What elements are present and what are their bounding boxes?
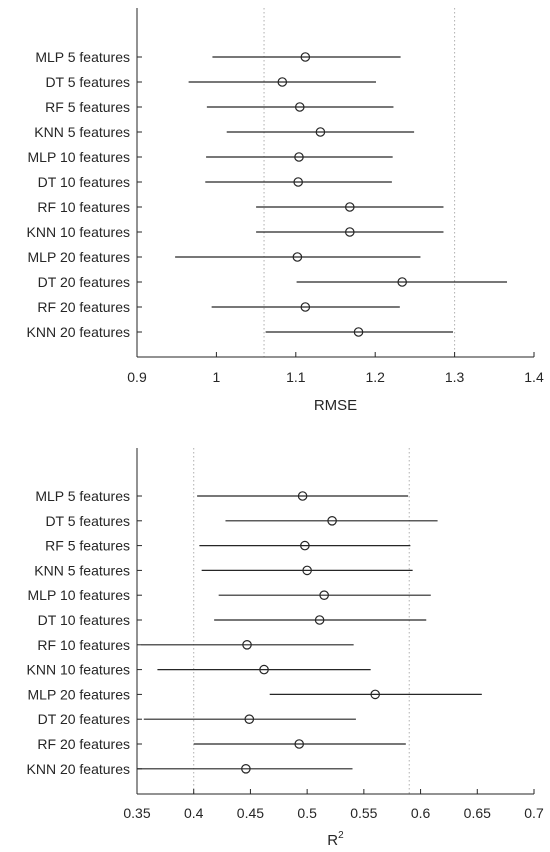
category-label: MLP 5 features [35, 488, 130, 504]
category-label: KNN 10 features [27, 662, 131, 678]
x-tick-label: 1.2 [365, 369, 385, 385]
x-tick-label: 0.55 [350, 805, 377, 821]
mean-marker [397, 277, 407, 287]
category-label: KNN 20 features [27, 324, 131, 340]
category-label: MLP 5 features [35, 49, 130, 65]
mean-marker [302, 565, 312, 576]
x-tick-label: 1.4 [524, 369, 544, 385]
x-tick-label: 0.35 [123, 805, 150, 821]
x-axis-title: R2 [327, 830, 344, 849]
mean-marker [294, 739, 305, 749]
category-label: KNN 5 features [34, 562, 130, 578]
mean-marker [300, 302, 311, 312]
x-tick-label: 1 [213, 369, 221, 385]
category-label: MLP 10 features [28, 587, 130, 603]
mean-marker [314, 615, 325, 625]
x-axis-title-text: RMSE [314, 397, 357, 414]
mean-marker [241, 763, 251, 774]
category-label: DT 5 features [45, 513, 130, 529]
category-label: RF 20 features [37, 299, 130, 315]
category-label: MLP 10 features [28, 149, 130, 165]
mean-marker [259, 664, 269, 675]
mean-marker [353, 327, 364, 337]
category-label: RF 10 features [37, 199, 130, 215]
category-label: MLP 20 features [28, 686, 130, 702]
rmse-panel: 0.9 1 1.1 1.2 1.3 1.4 RMSE MLP 5 features DT 5 f… [27, 8, 544, 414]
category-label: DT 5 features [45, 74, 130, 90]
x-tick-label: 0.9 [127, 369, 147, 385]
category-label: RF 10 features [37, 637, 130, 653]
mean-marker [344, 227, 355, 237]
mean-marker [344, 202, 355, 212]
mean-marker [277, 77, 288, 87]
x-axis-title-superscript: 2 [338, 830, 344, 841]
category-label: DT 20 features [38, 711, 130, 727]
x-axis-title-text: R [327, 832, 338, 849]
x-tick-label: 0.6 [411, 805, 431, 821]
mean-marker [300, 52, 311, 62]
category-label: RF 5 features [45, 538, 130, 554]
category-label: DT 10 features [38, 612, 130, 628]
x-axis-title: RMSE [314, 397, 357, 414]
r2-panel: 0.35 0.4 0.45 0.5 0.55 0.6 0.65 0.7 R2 MLP 5 feat… [27, 448, 544, 849]
mean-marker [242, 639, 252, 650]
category-label: KNN 5 features [34, 124, 130, 140]
x-tick-label: 0.65 [464, 805, 491, 821]
category-label: RF 20 features [37, 736, 130, 752]
mean-marker [294, 152, 304, 162]
mean-marker [294, 102, 305, 112]
category-label: MLP 20 features [28, 249, 130, 265]
x-tick-label: 1.1 [286, 369, 306, 385]
mean-marker [315, 127, 326, 137]
x-tick-label: 0.5 [297, 805, 317, 821]
mean-marker [293, 177, 303, 187]
category-label: DT 20 features [38, 274, 130, 290]
mean-marker [370, 689, 380, 700]
category-label: KNN 20 features [27, 761, 131, 777]
mean-marker [244, 714, 255, 724]
mean-marker [319, 590, 329, 600]
category-label: DT 10 features [38, 174, 130, 190]
mean-marker [297, 491, 308, 501]
mean-marker [292, 252, 303, 262]
category-label: RF 5 features [45, 99, 130, 115]
category-label: KNN 10 features [27, 224, 131, 240]
x-tick-label: 0.7 [524, 805, 544, 821]
mean-marker [327, 515, 337, 526]
x-tick-label: 0.4 [184, 805, 204, 821]
x-tick-label: 1.3 [445, 369, 465, 385]
mean-marker [300, 540, 310, 551]
x-tick-label: 0.45 [237, 805, 264, 821]
